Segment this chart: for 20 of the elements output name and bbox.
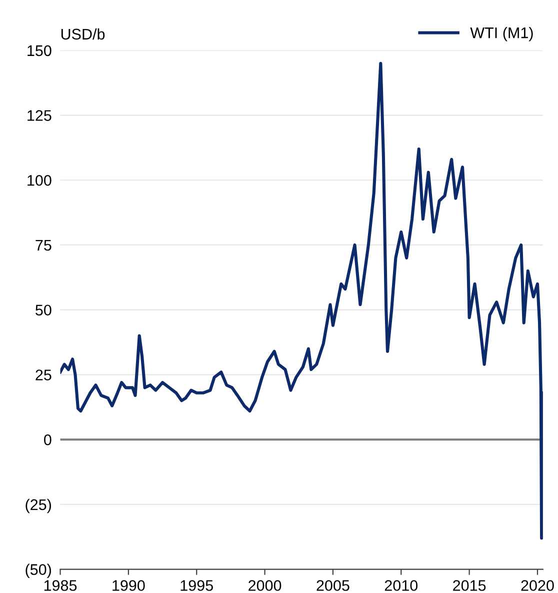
y-tick-label: 100: [28, 174, 52, 186]
y-tick-label: (25): [26, 498, 51, 514]
y-tick-label: 25: [36, 370, 52, 380]
legend-label: WTI (M1): [470, 26, 533, 42]
y-tick-label: 125: [28, 110, 52, 121]
x-tick-label: 1990: [112, 580, 145, 591]
y-tick-label: 150: [28, 45, 52, 56]
x-tick-label: 2005: [316, 580, 350, 591]
x-tick-label: 2000: [248, 580, 282, 591]
y-axis-title: USD/b: [61, 28, 105, 40]
x-tick-label: 2015: [453, 580, 486, 591]
y-tick-label: 50: [36, 304, 52, 316]
y-tick-label: 0: [44, 434, 52, 446]
x-tick-label: 1985: [44, 580, 77, 591]
x-tick-label: 2020: [521, 580, 554, 591]
line-series: [60, 62, 543, 540]
x-tick-label: 2010: [384, 580, 418, 591]
y-tick-label: (50): [26, 564, 51, 578]
y-tick-label: 75: [36, 240, 52, 251]
x-tick-label: 1995: [180, 580, 213, 591]
